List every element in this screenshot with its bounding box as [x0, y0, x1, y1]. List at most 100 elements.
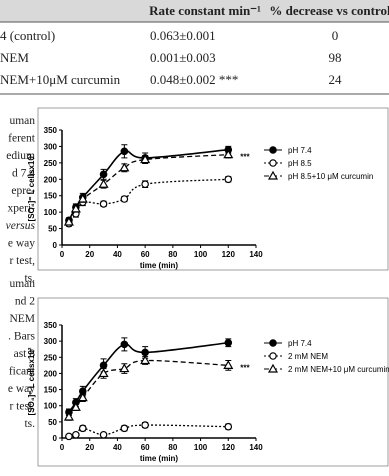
marker: [63, 411, 74, 421]
annotation: ***: [240, 153, 250, 162]
series-line: [68, 153, 229, 223]
legend-marker: [267, 170, 279, 180]
figure-frame: [37, 297, 389, 467]
series-line: [68, 359, 229, 418]
y-tick-label: 100: [44, 208, 58, 217]
marker: [120, 195, 129, 203]
table-cell: 0: [332, 28, 339, 43]
table-cell: 4 (control): [0, 28, 55, 43]
x-tick-label: 120: [222, 443, 236, 452]
y-tick-label: 50: [48, 225, 57, 234]
x-tick-label: 60: [141, 250, 150, 259]
y-tick-label: 350: [44, 126, 58, 135]
y-tick-label: 0: [53, 241, 58, 250]
marker: [99, 170, 108, 179]
caption-fragment: nd 2: [15, 296, 35, 308]
x-tick-label: 20: [85, 443, 94, 452]
x-tick-label: 20: [85, 250, 94, 259]
caption-fragment: d 7.4: [12, 168, 35, 180]
caption-fragment: versus: [6, 220, 36, 232]
x-tick-label: 40: [113, 250, 122, 259]
y-tick-label: 100: [44, 402, 58, 411]
x-tick-label: 0: [60, 443, 65, 452]
table-cell: 0.063±0.001: [150, 28, 216, 43]
marker: [120, 147, 129, 156]
table-header: Rate constant min⁻¹: [149, 3, 261, 18]
x-tick-label: 40: [113, 443, 122, 452]
marker: [77, 193, 88, 203]
caption-fragment: ts.: [24, 418, 35, 430]
table-cell: NEM: [0, 50, 29, 65]
caption-fragment: . Bars: [8, 331, 35, 343]
legend-label: pH 7.4: [288, 146, 312, 155]
y-tick-label: 250: [44, 353, 58, 362]
legend-marker: [269, 159, 277, 167]
marker: [99, 361, 108, 370]
marker: [99, 200, 108, 208]
y-tick-label: 300: [44, 142, 58, 151]
legend-marker: [267, 363, 279, 373]
marker: [70, 402, 81, 411]
series-line: [68, 424, 229, 438]
marker: [141, 180, 149, 189]
x-tick-label: 100: [194, 250, 208, 259]
marker: [223, 149, 234, 159]
y-tick-label: 150: [44, 386, 58, 395]
chart: 0 50 100 150 200 250 300 350 0 20 40 60 80 100 120 140 t…: [27, 321, 389, 463]
x-tick-label: 140: [249, 443, 263, 452]
marker: [140, 154, 151, 164]
figure-frame: [37, 107, 389, 271]
marker: [99, 430, 108, 439]
marker: [223, 360, 234, 369]
marker: [63, 216, 74, 226]
x-tick-label: 80: [168, 250, 177, 259]
y-tick-label: 250: [44, 159, 58, 168]
marker: [119, 162, 130, 172]
annotation: ***: [240, 363, 250, 372]
x-tick-label: 100: [194, 443, 208, 452]
marker: [70, 203, 81, 213]
caption-fragment: e way: [8, 383, 35, 395]
y-tick-label: 350: [44, 321, 58, 330]
caption-fragment: uman: [9, 115, 35, 127]
marker: [120, 424, 129, 433]
table-cell: 98: [329, 50, 342, 65]
marker: [120, 340, 129, 349]
marker: [224, 175, 233, 184]
marker: [98, 179, 109, 188]
caption-fragment: edium: [6, 150, 35, 162]
legend-marker: [269, 352, 277, 360]
marker: [119, 363, 130, 373]
marker: [141, 348, 149, 357]
marker: [72, 430, 80, 439]
table-header: % decrease vs control: [269, 3, 389, 18]
marker: [141, 421, 149, 429]
marker: [65, 432, 73, 441]
marker: [98, 368, 109, 378]
y-tick-label: 50: [48, 418, 57, 427]
caption-fragment: epre-: [11, 185, 35, 197]
x-axis-label: time (min): [140, 261, 179, 270]
y-tick-label: 200: [44, 175, 58, 184]
table-header-bg: [0, 0, 389, 22]
table-cell: NEM+10μM curcumin: [0, 72, 121, 87]
x-axis-label: time (min): [140, 454, 179, 463]
marker: [140, 355, 151, 365]
x-tick-label: 60: [141, 443, 150, 452]
caption-fragment: xperi-: [8, 203, 36, 215]
caption-fragment: ast 8: [14, 348, 36, 360]
table-cell: 24: [329, 72, 343, 87]
x-tick-label: 80: [168, 443, 177, 452]
table-cell: 0.001±0.003: [150, 50, 216, 65]
chart: 0 50 100 150 200 250 300 350 0 20 40 60 80 100 120 140 t…: [27, 126, 373, 270]
caption-fragment: ficant: [9, 366, 36, 378]
legend-label: pH 7.4: [288, 339, 312, 348]
caption-fragment: ts.: [24, 273, 35, 285]
x-tick-label: 0: [60, 250, 65, 259]
y-tick-label: 0: [53, 434, 58, 443]
caption-fragment: uman: [9, 278, 35, 290]
x-tick-label: 140: [249, 250, 263, 259]
legend-label: 2 mM NEM: [288, 352, 328, 361]
